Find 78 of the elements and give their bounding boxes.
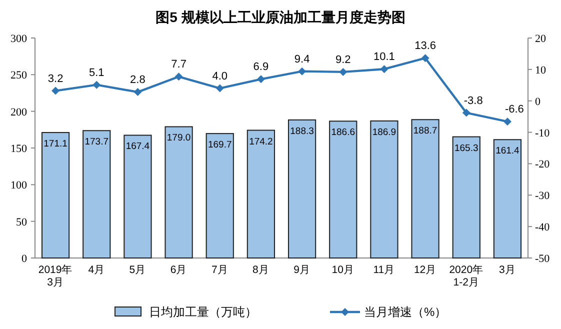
point bbox=[256, 75, 265, 84]
legend-label: 当月增速（%） bbox=[364, 305, 447, 319]
point bbox=[421, 54, 430, 62]
y-tick-label: 100 bbox=[10, 180, 28, 192]
y2-tick-label: -20 bbox=[535, 158, 550, 171]
data-label: 173.7 bbox=[84, 136, 109, 148]
x-tick-label: 8月 bbox=[252, 264, 270, 276]
point bbox=[216, 84, 224, 92]
x-tick-label: 5月 bbox=[129, 264, 146, 276]
bar bbox=[370, 120, 398, 258]
point bbox=[503, 118, 512, 126]
data-label: 9.2 bbox=[335, 54, 351, 66]
bar bbox=[288, 119, 316, 258]
point bbox=[92, 80, 101, 89]
data-label: 3.2 bbox=[48, 72, 64, 85]
data-label: -3.8 bbox=[464, 94, 483, 107]
data-label: 186.6 bbox=[331, 127, 356, 138]
data-label: 5.1 bbox=[88, 66, 104, 79]
data-label: 186.9 bbox=[372, 126, 396, 138]
data-label: 167.4 bbox=[126, 141, 150, 152]
data-label: 2.8 bbox=[130, 74, 146, 86]
data-label: 13.6 bbox=[414, 40, 436, 52]
data-label: 7.7 bbox=[171, 58, 186, 71]
data-label: 4.0 bbox=[212, 70, 228, 82]
data-label: 169.7 bbox=[208, 140, 232, 151]
bar bbox=[493, 139, 522, 258]
bar bbox=[164, 126, 193, 258]
x-tick-label: 4月 bbox=[88, 264, 106, 276]
y-tick-label: 50 bbox=[16, 216, 28, 228]
data-label: 188.7 bbox=[413, 126, 438, 137]
y-tick-label: 300 bbox=[10, 33, 28, 45]
point bbox=[339, 68, 348, 76]
x-tick-label: 6月 bbox=[170, 264, 188, 276]
data-label: 171.1 bbox=[44, 138, 68, 150]
y2-tick-label: 10 bbox=[535, 64, 546, 76]
data-label: 179.0 bbox=[166, 132, 191, 144]
bar bbox=[452, 136, 480, 258]
point bbox=[298, 67, 306, 76]
y2-tick-label: 0 bbox=[535, 96, 541, 108]
legend-label: 日均加工量（万吨） bbox=[149, 305, 257, 319]
point bbox=[134, 88, 142, 96]
y-tick-label: 250 bbox=[10, 70, 28, 82]
y2-tick-label: -30 bbox=[535, 190, 550, 202]
data-label: 174.2 bbox=[249, 136, 273, 148]
chart-title: 图5 规模以上工业原油加工量月度走势图 bbox=[156, 9, 406, 25]
x-tick-label: 12月 bbox=[414, 264, 437, 276]
x-tick-label: 2019年 3月 bbox=[38, 264, 73, 289]
bar bbox=[41, 132, 70, 258]
x-tick-label: 9月 bbox=[294, 264, 310, 276]
bar bbox=[411, 119, 440, 258]
y-tick-label: 0 bbox=[22, 253, 28, 265]
x-tick-label: 11月 bbox=[373, 264, 396, 276]
bar bbox=[329, 120, 358, 258]
y2-tick-label: -10 bbox=[535, 127, 550, 140]
data-label: 9.4 bbox=[294, 53, 310, 66]
bar bbox=[124, 134, 152, 258]
y-tick-label: 200 bbox=[10, 106, 28, 118]
data-label: 161.4 bbox=[496, 146, 520, 157]
point bbox=[174, 72, 183, 81]
data-label: 6.9 bbox=[253, 61, 269, 74]
data-label: -6.6 bbox=[504, 104, 524, 116]
point bbox=[52, 86, 60, 95]
y2-tick-label: -40 bbox=[535, 222, 550, 234]
point bbox=[380, 65, 388, 74]
data-label: 10.1 bbox=[373, 51, 395, 64]
bar bbox=[246, 130, 276, 258]
bar bbox=[82, 130, 111, 258]
y2-tick-label: 20 bbox=[535, 33, 546, 45]
x-tick-label: 3月 bbox=[499, 264, 516, 276]
bar bbox=[206, 133, 234, 258]
data-label: 165.3 bbox=[454, 142, 478, 154]
x-tick-label: 10月 bbox=[332, 264, 354, 276]
point bbox=[462, 108, 470, 117]
data-label: 188.3 bbox=[290, 126, 314, 137]
x-tick-label: 2020年 1-2月 bbox=[449, 264, 484, 289]
y-tick-label: 150 bbox=[10, 143, 28, 155]
x-tick-label: 7月 bbox=[211, 264, 228, 276]
y2-tick-label: -50 bbox=[535, 253, 550, 265]
